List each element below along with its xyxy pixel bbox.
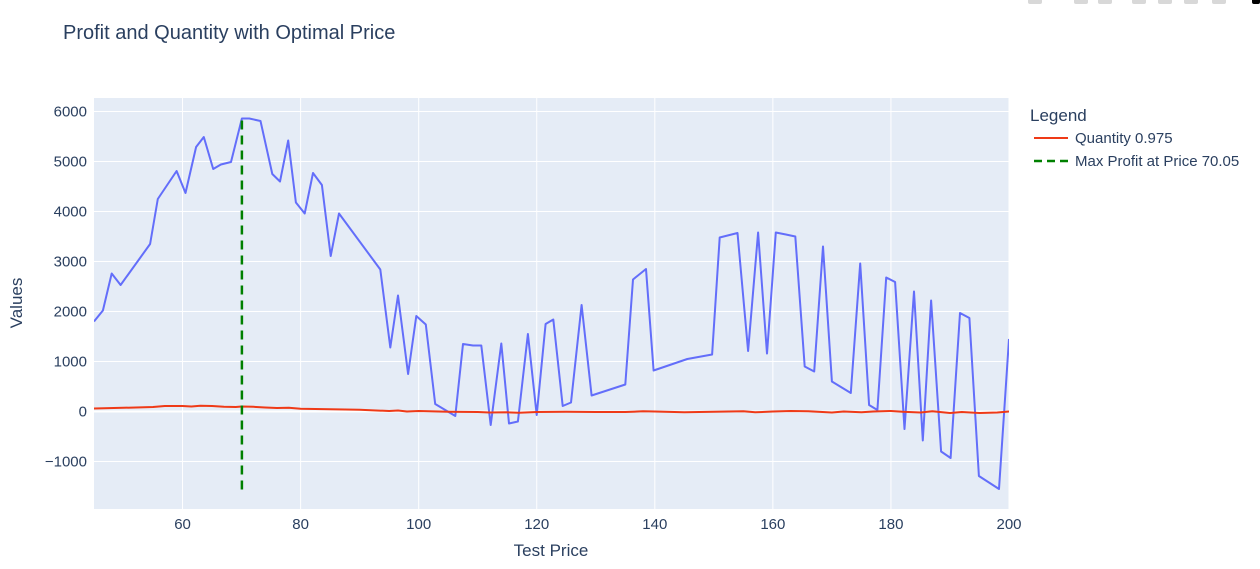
x-tick-label: 200 [996, 516, 1021, 533]
x-axis-label: Test Price [514, 541, 589, 560]
y-tick-label: 1000 [54, 354, 87, 371]
y-axis-ticks: −1000 0 1000 2000 3000 4000 5000 6000 [45, 104, 87, 471]
series-layer [94, 117, 1009, 490]
y-axis-label: Values [7, 278, 26, 329]
y-tick-label: 5000 [54, 154, 87, 171]
zoom-out-icon[interactable] [1158, 0, 1172, 4]
legend-item-max-profit[interactable]: Max Profit at Price 70.05 [1034, 153, 1239, 170]
reset-axes-icon[interactable] [1212, 0, 1226, 4]
x-tick-label: 80 [292, 516, 309, 533]
x-tick-label: 180 [878, 516, 903, 533]
pan-icon[interactable] [1098, 0, 1112, 4]
download-icon[interactable] [1028, 0, 1042, 4]
x-tick-label: 160 [760, 516, 785, 533]
x-tick-label: 60 [174, 516, 191, 533]
legend-label-max-profit: Max Profit at Price 70.05 [1075, 153, 1239, 170]
x-tick-label: 120 [524, 516, 549, 533]
plotly-logo-icon[interactable] [1252, 0, 1260, 4]
legend-title: Legend [1030, 106, 1087, 125]
legend-label-quantity: Quantity 0.975 [1075, 130, 1173, 147]
y-tick-label: 3000 [54, 254, 87, 271]
chart-title: Profit and Quantity with Optimal Price [63, 22, 395, 44]
legend-item-quantity[interactable]: Quantity 0.975 [1034, 130, 1173, 147]
y-tick-label: 4000 [54, 204, 87, 221]
y-tick-label: −1000 [45, 454, 87, 471]
zoom-in-icon[interactable] [1132, 0, 1146, 4]
series-line-quantity[interactable] [94, 404, 1009, 414]
zoom-icon[interactable] [1074, 0, 1088, 4]
y-tick-label: 2000 [54, 304, 87, 321]
x-tick-label: 100 [406, 516, 431, 533]
y-tick-label: 0 [79, 404, 87, 421]
modebar[interactable] [1010, 0, 1260, 6]
legend[interactable]: Legend Quantity 0.975 Max Profit at Pric… [1030, 106, 1239, 170]
autoscale-icon[interactable] [1184, 0, 1198, 4]
y-tick-label: 6000 [54, 104, 87, 121]
series-line-profit[interactable] [94, 117, 1009, 490]
x-axis-ticks: 60 80 100 120 140 160 180 200 [174, 516, 1021, 533]
x-tick-label: 140 [642, 516, 667, 533]
